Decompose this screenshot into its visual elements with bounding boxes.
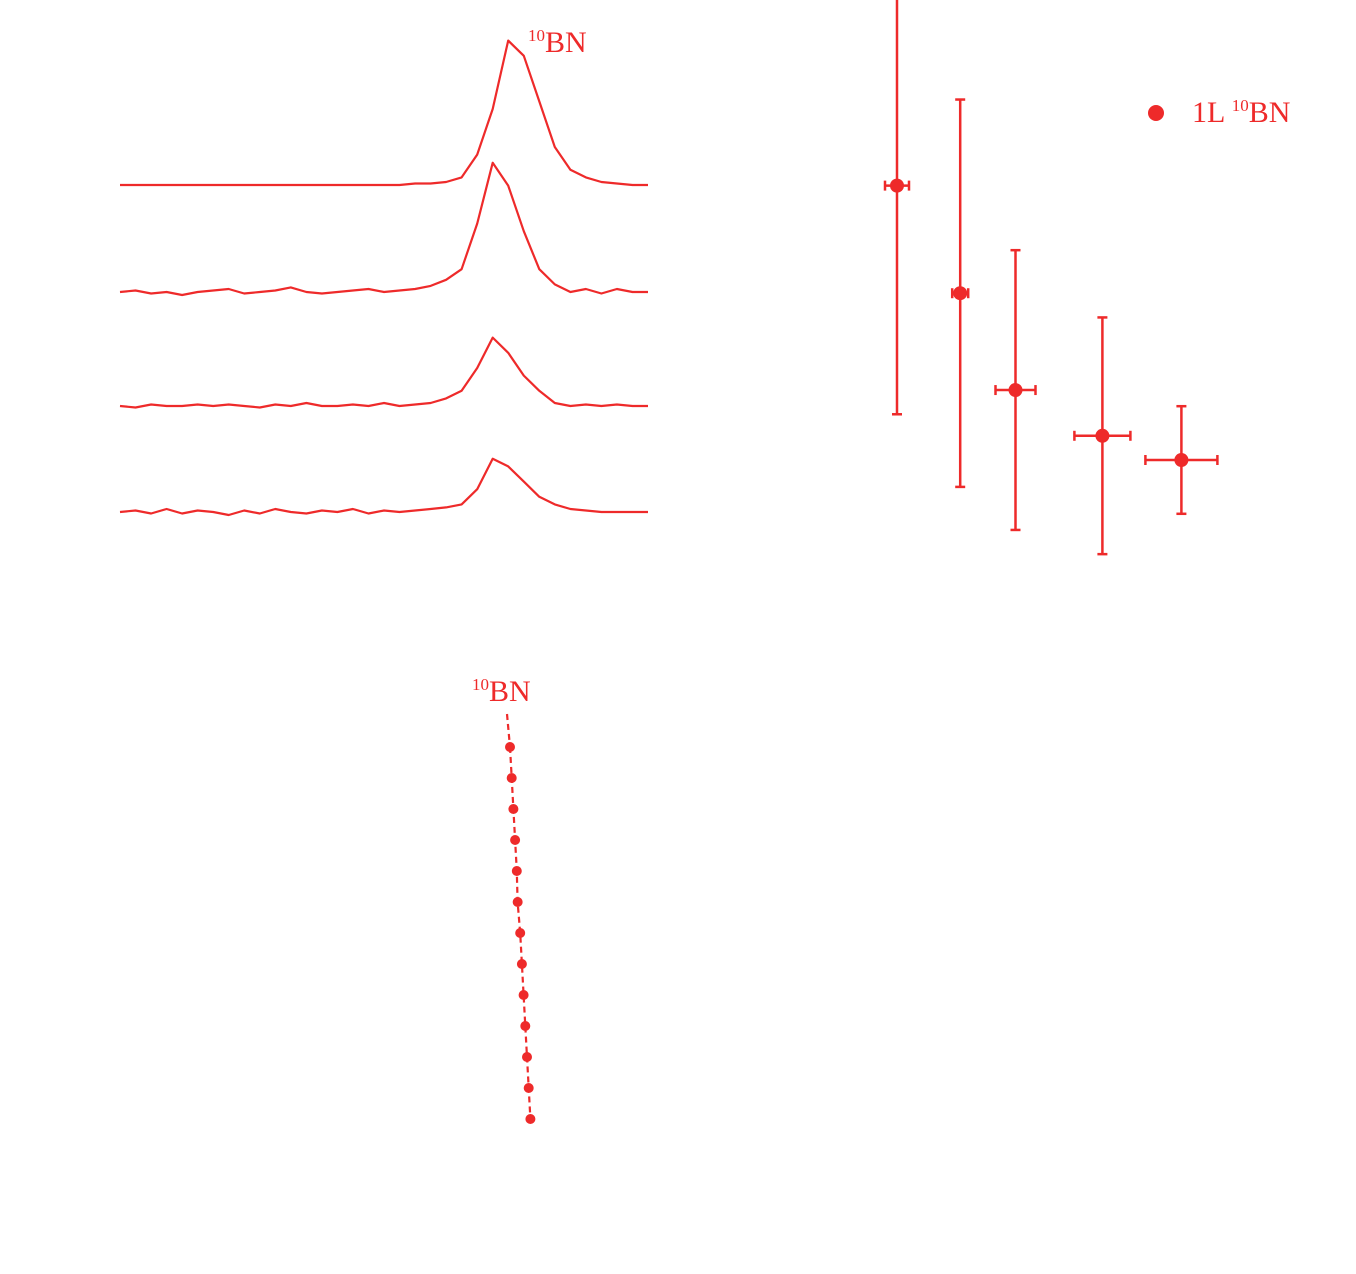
peak-point-4 <box>510 835 521 845</box>
spectrum-line-4 <box>119 457 648 517</box>
spectra-annotation: 10BN <box>528 26 587 59</box>
spectrum-line-2 <box>119 161 648 297</box>
peak-point-8 <box>516 959 527 969</box>
peak-point-9 <box>518 990 529 1000</box>
data-point-3 <box>1008 383 1023 398</box>
legend-label: 1L 10BN <box>1192 96 1290 129</box>
data-point-2 <box>953 286 968 301</box>
data-point-4 <box>1095 428 1110 443</box>
data-point-5 <box>1174 453 1189 467</box>
spectrum-line-3 <box>119 336 648 409</box>
data-point-1 <box>890 178 904 193</box>
peak-point-1 <box>505 742 515 752</box>
decay-panel <box>883 0 1219 556</box>
spectrum-line-1 <box>120 39 648 187</box>
legend-marker <box>1148 105 1164 121</box>
peak-point-11 <box>522 1052 532 1062</box>
spectra-panel <box>119 39 648 517</box>
peak-point-7 <box>515 928 526 938</box>
peak-point-13 <box>525 1114 536 1124</box>
peak-point-12 <box>523 1083 534 1093</box>
peak-point-10 <box>520 1021 531 1031</box>
peak-point-6 <box>512 897 523 907</box>
peak-point-5 <box>511 866 522 876</box>
peak-position-panel <box>505 713 536 1124</box>
peak-point-3 <box>508 804 519 814</box>
peak-annotation: 10BN <box>472 675 531 708</box>
peak-point-2 <box>506 773 517 783</box>
peak-line-lead <box>505 713 512 748</box>
